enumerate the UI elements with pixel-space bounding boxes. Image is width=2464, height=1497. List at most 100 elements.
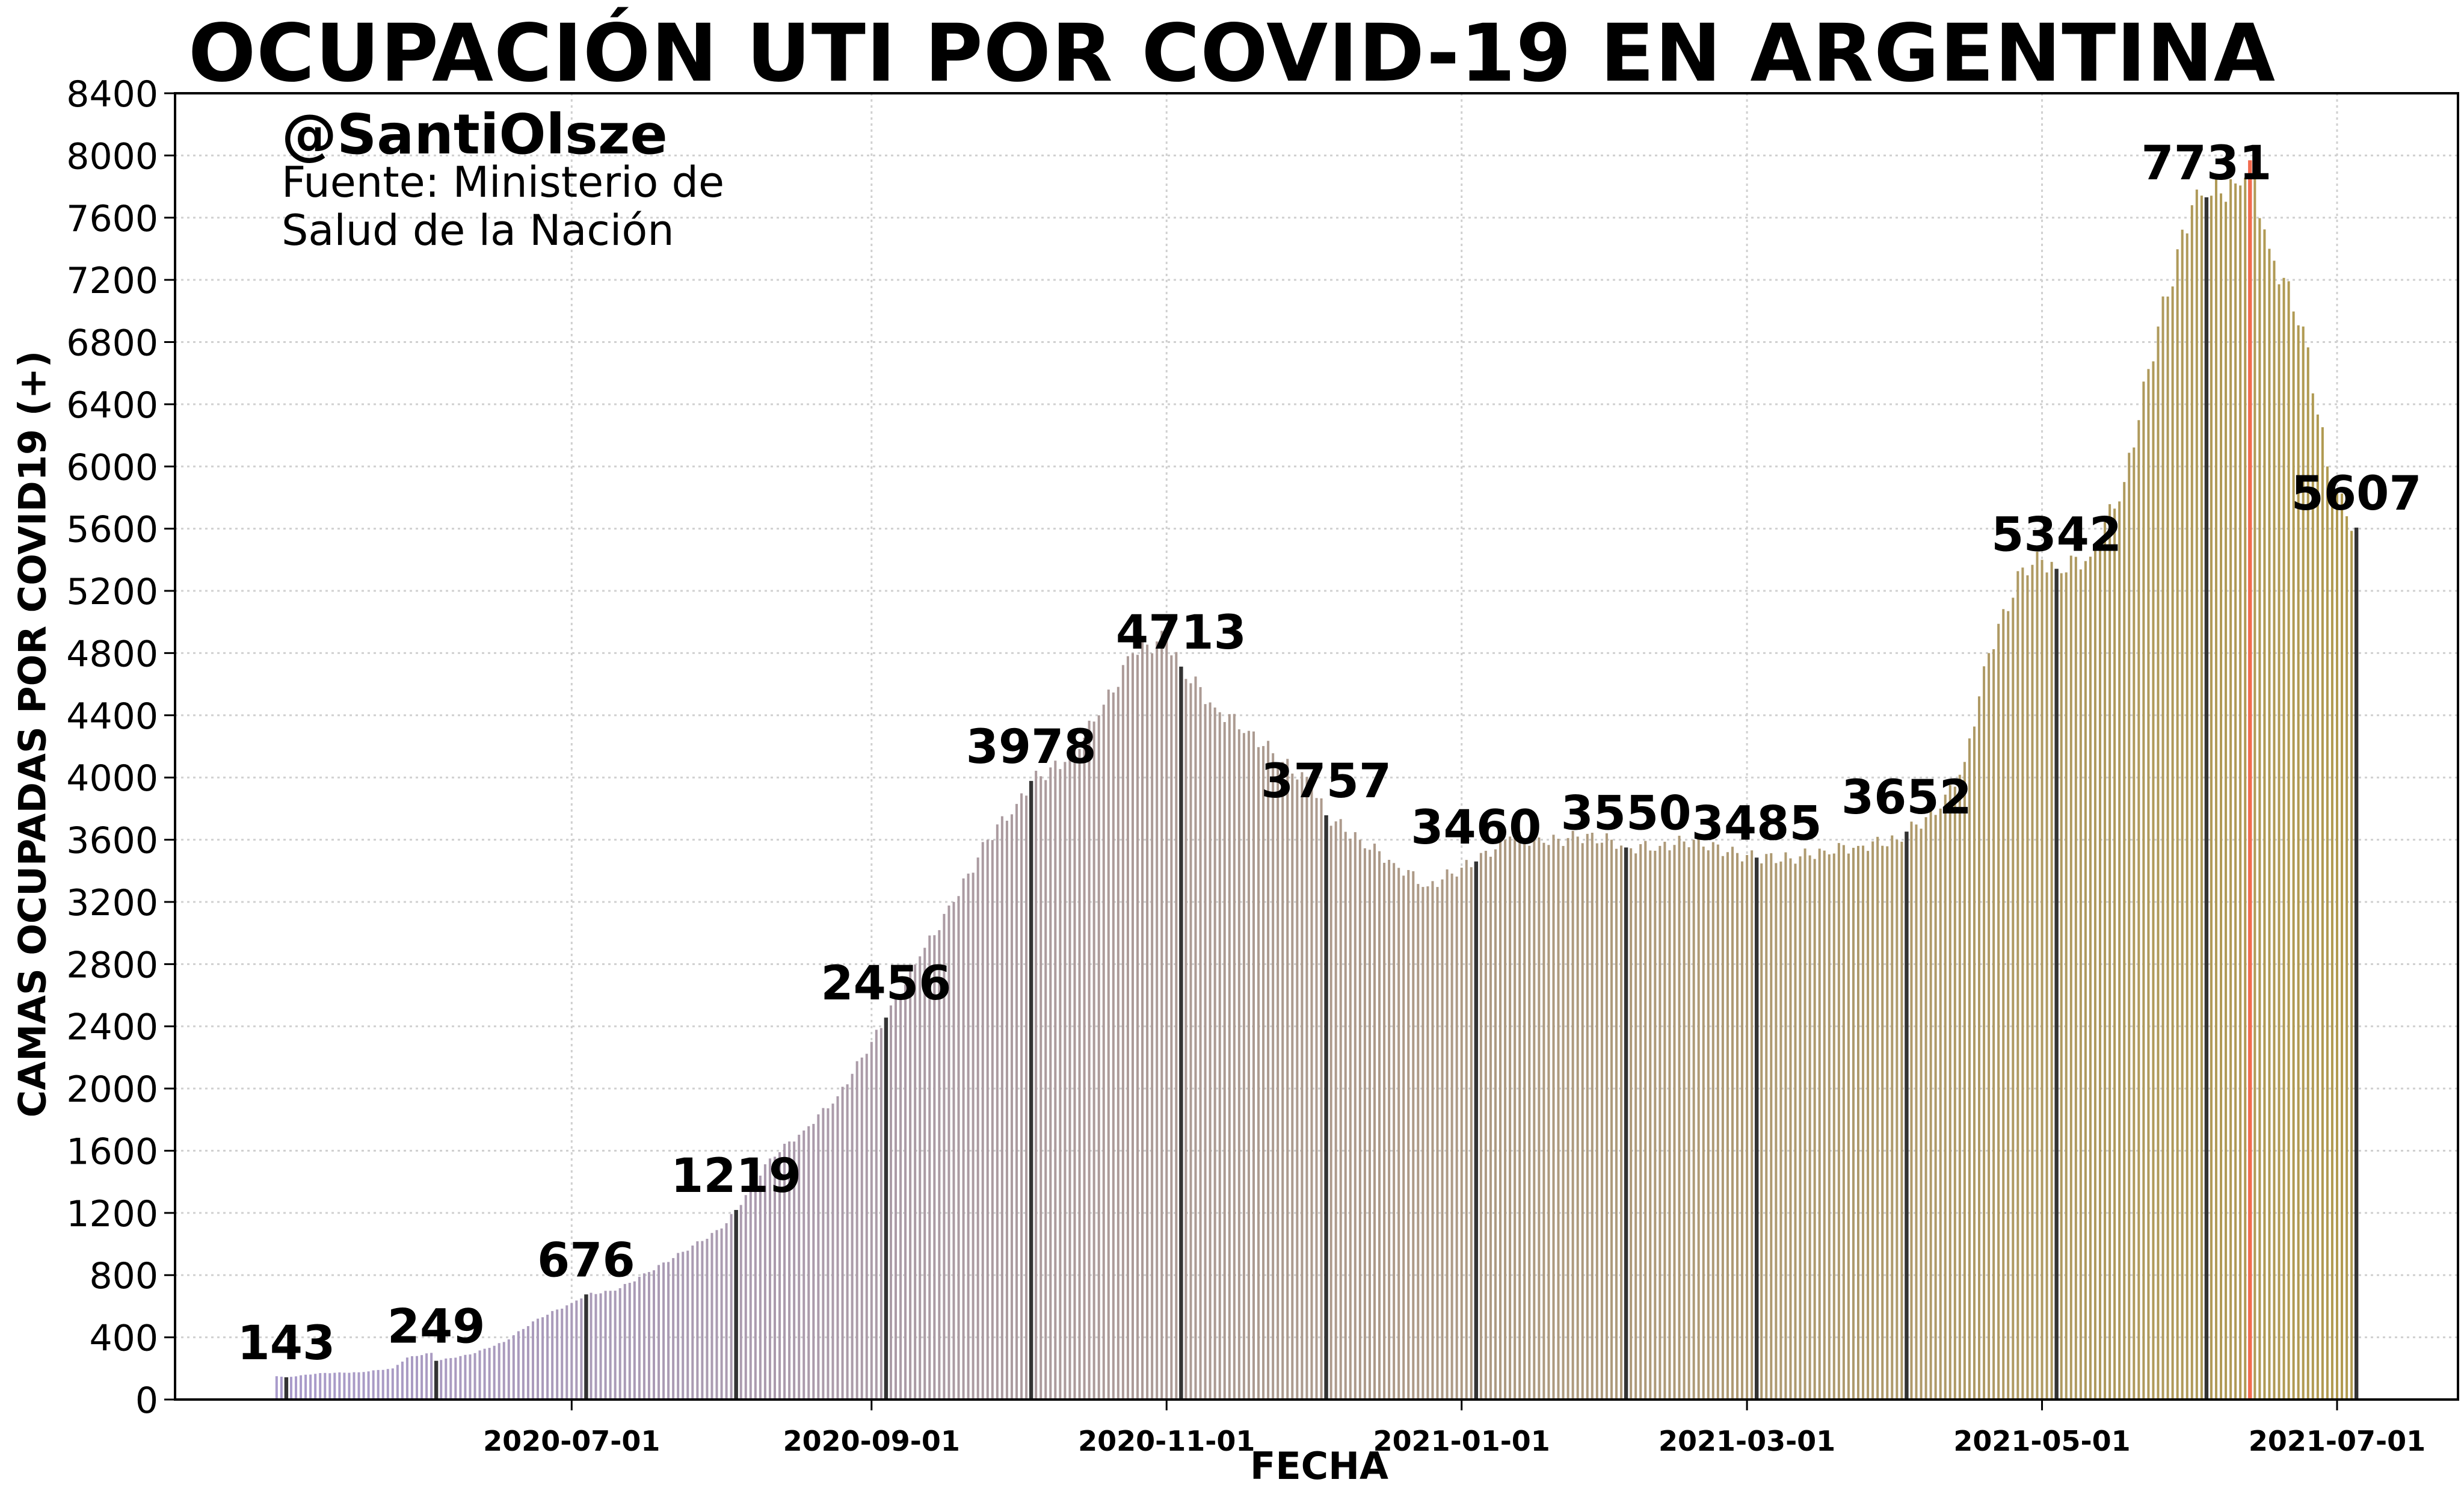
- bar: [324, 1372, 327, 1400]
- bar: [1339, 819, 1342, 1400]
- data-label: 143: [238, 1316, 336, 1371]
- bar: [1775, 863, 1778, 1400]
- bar: [280, 1377, 283, 1400]
- bar: [739, 1205, 742, 1400]
- bar: [1630, 848, 1633, 1400]
- y-tick-label: 1600: [66, 1131, 158, 1173]
- bar: [899, 995, 902, 1400]
- grid: [175, 93, 2458, 1400]
- bar: [1881, 845, 1884, 1400]
- bar: [2268, 248, 2271, 1400]
- bar: [2321, 427, 2324, 1400]
- y-tick-label: 4800: [66, 633, 158, 675]
- bar-highlight: [884, 1017, 889, 1400]
- bar: [2026, 575, 2029, 1400]
- bar: [2234, 183, 2237, 1400]
- bar: [367, 1371, 370, 1400]
- bar: [391, 1368, 394, 1400]
- bar: [526, 1326, 529, 1400]
- data-label: 3652: [1841, 771, 1972, 825]
- bar: [1794, 863, 1797, 1400]
- bar: [1697, 835, 1700, 1400]
- bar: [2123, 482, 2126, 1400]
- bar: [1847, 853, 1850, 1400]
- bar: [1891, 835, 1894, 1400]
- bar: [2084, 561, 2087, 1400]
- y-tick-label: 400: [89, 1318, 158, 1360]
- bar: [1281, 762, 1284, 1400]
- bar: [2118, 501, 2121, 1400]
- bar: [2036, 551, 2039, 1400]
- bar: [1412, 871, 1415, 1400]
- bar: [362, 1372, 365, 1400]
- bar: [1393, 863, 1396, 1400]
- bar: [531, 1321, 534, 1400]
- bar: [889, 1005, 892, 1400]
- bar: [1605, 833, 1608, 1400]
- bar: [1760, 863, 1763, 1400]
- bar: [493, 1345, 496, 1400]
- bar-highlight: [2054, 569, 2059, 1400]
- bar: [2133, 447, 2136, 1400]
- bar: [1136, 655, 1139, 1400]
- x-tick-label: 2020-09-01: [783, 1425, 960, 1457]
- bar-highlight: [584, 1294, 588, 1400]
- bar: [1126, 656, 1129, 1400]
- y-tick-label: 5200: [66, 571, 158, 613]
- y-tick-label: 3600: [66, 820, 158, 862]
- bar: [2297, 325, 2300, 1400]
- bar: [947, 905, 950, 1400]
- bar: [1223, 722, 1226, 1400]
- bar: [1828, 854, 1831, 1400]
- bar: [440, 1360, 443, 1400]
- bar: [1518, 832, 1521, 1400]
- bar: [1711, 842, 1714, 1400]
- bar: [2045, 572, 2048, 1400]
- bar: [445, 1358, 448, 1400]
- bar: [720, 1228, 723, 1400]
- bar: [1073, 744, 1076, 1400]
- bar: [807, 1126, 810, 1400]
- bar: [309, 1374, 312, 1400]
- bar: [1315, 798, 1318, 1400]
- bar: [658, 1265, 661, 1400]
- data-label: 3978: [966, 720, 1097, 774]
- bar: [1436, 887, 1439, 1400]
- bar: [2181, 229, 2184, 1400]
- bar: [1237, 729, 1240, 1400]
- bar: [1286, 759, 1289, 1400]
- bar: [2099, 545, 2102, 1400]
- bar: [604, 1291, 607, 1400]
- bar-highlight: [434, 1360, 439, 1400]
- bar: [319, 1373, 322, 1400]
- bar: [1871, 841, 1874, 1400]
- bar: [2273, 261, 2276, 1400]
- bar: [1489, 856, 1492, 1400]
- credit-source-line1: Fuente: Ministerio de: [282, 158, 725, 207]
- bar: [2002, 609, 2005, 1400]
- bar: [2176, 249, 2179, 1400]
- bar: [614, 1291, 617, 1400]
- bar: [1189, 683, 1192, 1400]
- bar: [846, 1084, 849, 1400]
- bar: [1751, 850, 1754, 1400]
- bar: [575, 1300, 578, 1400]
- bar: [1668, 850, 1671, 1400]
- bar: [473, 1353, 476, 1400]
- bar: [1514, 836, 1517, 1400]
- bar: [744, 1195, 747, 1400]
- bar: [754, 1181, 757, 1400]
- bar: [710, 1233, 713, 1400]
- bar: [1852, 848, 1855, 1400]
- bar: [405, 1357, 408, 1400]
- bar: [1818, 848, 1821, 1400]
- data-label: 3550: [1561, 786, 1692, 841]
- bar: [275, 1376, 278, 1400]
- bar: [1910, 821, 1913, 1400]
- bar: [1397, 868, 1400, 1400]
- bar: [1020, 793, 1023, 1400]
- bar-highlight: [1624, 847, 1628, 1400]
- bar: [894, 997, 898, 1400]
- bar-peak: [2248, 160, 2252, 1400]
- bar: [1320, 798, 1323, 1400]
